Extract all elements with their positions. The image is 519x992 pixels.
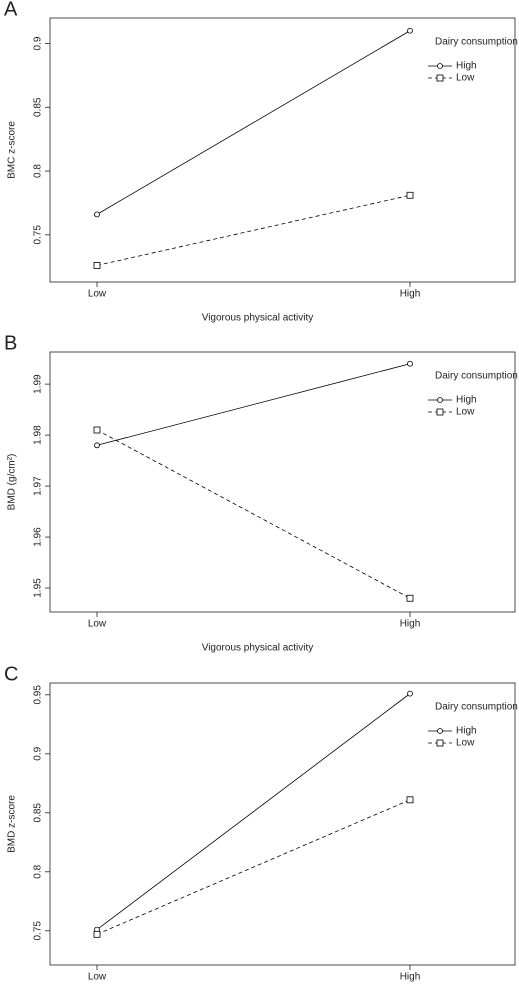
legend-title: Dairy consumption <box>435 371 518 382</box>
x-axis-label: Vigorous physical activity <box>202 643 314 654</box>
y-tick-label: 0.85 <box>33 97 44 117</box>
series-line <box>96 693 411 930</box>
y-tick-label: 1.96 <box>33 527 44 547</box>
plot-box <box>49 682 516 966</box>
y-tick-label: 1.98 <box>33 425 44 445</box>
y-tick-label: 1.99 <box>33 374 44 394</box>
legend-title: Dairy consumption <box>435 37 518 48</box>
marker <box>94 442 100 449</box>
panel-letter: B <box>4 332 17 354</box>
y-axis-label: BMD z-score <box>7 795 18 853</box>
marker <box>437 397 443 403</box>
y-tick-label: 0.8 <box>33 864 44 878</box>
legend-label: High <box>456 726 477 737</box>
series-line <box>96 429 411 599</box>
y-axis-label: BMD (g/cm²) <box>7 454 18 511</box>
x-tick-label: Low <box>88 619 107 630</box>
series-line <box>96 194 411 266</box>
marker <box>93 262 101 269</box>
marker <box>406 191 414 199</box>
plot-box <box>49 351 516 613</box>
legend-label: Low <box>456 738 475 749</box>
series-line <box>96 30 411 215</box>
legend-label: Low <box>456 73 475 84</box>
legend-title: Dairy consumption <box>435 702 518 713</box>
marker <box>437 728 443 734</box>
series-line <box>96 363 411 446</box>
marker <box>437 63 443 69</box>
marker <box>436 408 444 416</box>
marker <box>436 74 444 82</box>
plot-box <box>49 17 516 283</box>
x-tick-label: High <box>400 289 421 300</box>
y-tick-label: 0.75 <box>33 921 44 941</box>
x-axis-label: Vigorous physical activity <box>202 313 314 324</box>
marker <box>406 594 414 602</box>
y-tick-label: 1.97 <box>33 476 44 496</box>
x-tick-label: Low <box>88 289 107 300</box>
y-axis-label: BMC z-score <box>7 121 18 179</box>
y-tick-label: 0.75 <box>33 225 44 245</box>
legend-label: Low <box>456 407 475 418</box>
legend-label: High <box>456 61 477 72</box>
marker <box>93 930 101 938</box>
x-tick-label: Low <box>88 972 107 983</box>
marker <box>407 690 413 697</box>
marker <box>407 27 413 34</box>
x-tick-label: High <box>400 972 421 983</box>
marker <box>406 796 414 804</box>
panel-letter: A <box>4 0 18 20</box>
marker <box>94 211 100 218</box>
panel-letter: C <box>4 663 18 685</box>
marker <box>407 360 413 367</box>
y-tick-label: 0.85 <box>33 803 44 823</box>
y-tick-label: 0.8 <box>33 164 44 178</box>
x-tick-label: High <box>400 619 421 630</box>
y-tick-label: 0.9 <box>33 36 44 50</box>
y-tick-label: 0.9 <box>33 746 44 760</box>
y-tick-label: 1.95 <box>33 578 44 598</box>
marker <box>436 739 444 747</box>
marker <box>93 426 101 434</box>
y-tick-label: 0.95 <box>33 685 44 705</box>
series-line <box>96 799 411 935</box>
legend-label: High <box>456 395 477 406</box>
